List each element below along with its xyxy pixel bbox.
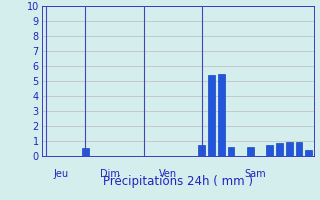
Bar xyxy=(276,142,283,156)
Bar xyxy=(198,145,205,156)
X-axis label: Précipitations 24h ( mm ): Précipitations 24h ( mm ) xyxy=(103,175,252,188)
Bar xyxy=(82,148,89,156)
Bar xyxy=(228,147,235,156)
Text: Sam: Sam xyxy=(244,169,266,179)
Text: Ven: Ven xyxy=(159,169,177,179)
Bar xyxy=(286,142,293,156)
Bar xyxy=(208,75,215,156)
Bar xyxy=(218,73,225,156)
Text: Dim: Dim xyxy=(100,169,120,179)
Bar xyxy=(305,150,312,156)
Bar xyxy=(247,147,254,156)
Text: Jeu: Jeu xyxy=(53,169,68,179)
Bar xyxy=(296,142,302,156)
Bar xyxy=(267,145,273,156)
